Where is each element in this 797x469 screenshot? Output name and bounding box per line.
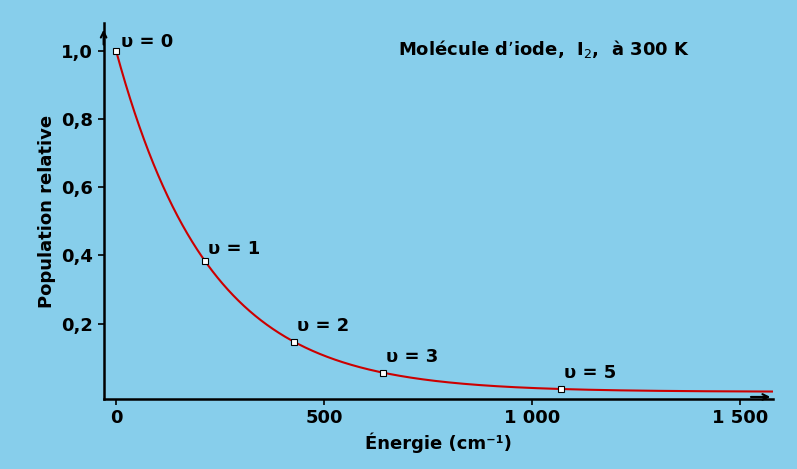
X-axis label: Énergie (cm⁻¹): Énergie (cm⁻¹) bbox=[365, 432, 512, 453]
Text: υ = 5: υ = 5 bbox=[564, 364, 617, 382]
Text: υ = 0: υ = 0 bbox=[121, 33, 173, 51]
Text: υ = 3: υ = 3 bbox=[387, 348, 438, 366]
Text: Molécule d’iode,  I$_2$,  à 300 K: Molécule d’iode, I$_2$, à 300 K bbox=[398, 38, 690, 61]
Y-axis label: Population relative: Population relative bbox=[37, 114, 56, 308]
Text: υ = 2: υ = 2 bbox=[297, 317, 350, 335]
Text: υ = 1: υ = 1 bbox=[208, 240, 261, 258]
